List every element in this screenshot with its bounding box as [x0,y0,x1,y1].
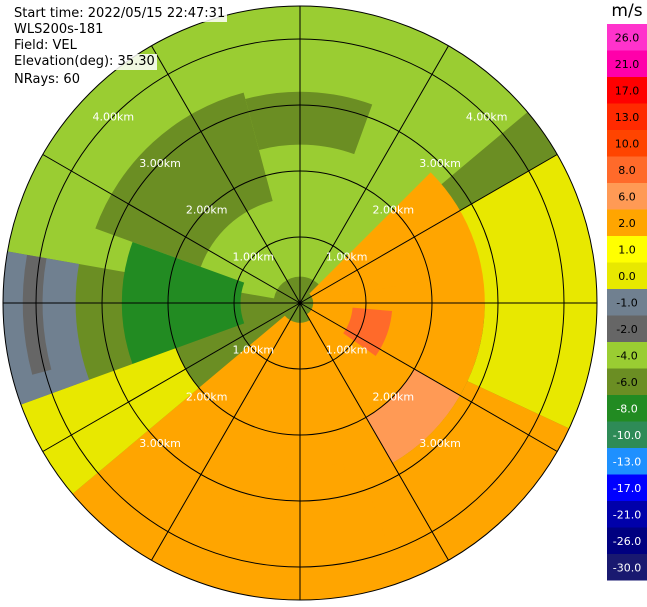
ring-label-3km: 3.00km [139,437,181,450]
colorbar-tick-label: 8.0 [618,164,636,177]
colorbar-swatch [607,421,647,448]
elevation-label: Elevation(deg): 35.30 [12,54,157,70]
colorbar-tick-label: -1.0 [616,296,637,309]
ring-label-1km: 1.00km [233,250,275,263]
ring-label-4km: 4.00km [93,110,135,123]
colorbar-swatch [607,130,647,157]
velocity-sector-11 [72,315,449,600]
velocity-sector-15 [2,251,90,405]
colorbar-tick-label: -17.0 [613,482,641,495]
colorbar-tick-label: -26.0 [613,535,641,548]
ring-label-1km: 1.00km [326,344,368,357]
colorbar-tick-label: -8.0 [616,402,637,415]
velocity-sectors [2,6,597,600]
colorbar-swatch [607,156,647,183]
colorbar-swatch [607,474,647,501]
colorbar-swatch [607,289,647,316]
spoke-150 [299,302,449,561]
colorbar-swatch [607,342,647,369]
colorbar-swatch [607,209,647,236]
ring-label-2km: 2.00km [373,204,415,217]
velocity-sector-10 [366,369,461,464]
velocity-sector-13 [363,381,570,583]
spoke-120 [299,302,558,452]
ring-label-1km: 1.00km [326,250,368,263]
ring-label-2km: 2.00km [186,390,228,403]
ring-label-2km: 2.00km [373,390,415,403]
colorbar-tick-label: 2.0 [618,217,636,230]
colorbar-tick-label: 26.0 [615,31,640,44]
colorbar-swatch [607,24,647,51]
colorbar-tick-label: 6.0 [618,190,636,203]
spoke-30 [299,45,449,304]
colorbar: m/s 26.0 21.0 17.0 13.0 10.0 8.0 6.0 2.0 1.0 0.0 -1… [607,1,647,581]
colorbar-tick-label: 17.0 [615,84,640,97]
colorbar-tick-label: 0.0 [618,270,636,283]
start-time-label: Start time: 2022/05/15 22:47:31 [12,6,228,22]
velocity-sector-16 [22,254,52,375]
colorbar-swatch [607,395,647,422]
spoke-240 [42,302,301,452]
nrays-label: NRays: 60 [12,72,82,88]
colorbar-swatch [607,103,647,130]
colorbar-tick-label: -30.0 [613,561,641,574]
velocity-sector-1 [300,6,528,287]
colorbar-swatch [607,368,647,395]
ring-label-1km: 1.00km [233,344,275,357]
colorbar-swatch [607,183,647,210]
colorbar-tick-label: 10.0 [615,137,640,150]
azimuth-spokes [3,6,597,600]
velocity-sector-6 [467,303,597,429]
colorbar-swatch [607,236,647,263]
velocity-sector-12 [210,452,355,515]
ring-label-3km: 3.00km [419,157,461,170]
ring-label-3km: 3.00km [419,437,461,450]
colorbar-tick-label: -10.0 [613,429,641,442]
range-ring-labels: 1.00km 1.00km 1.00km 1.00km 2.00km 2.00km 2.00… [93,110,508,450]
spoke-330 [151,45,301,304]
ring-label-3km: 3.00km [139,157,181,170]
colorbar-tick-label: -13.0 [613,455,641,468]
ring-label-4km: 4.00km [466,110,508,123]
colorbar-tick-label: -6.0 [616,376,637,389]
colorbar-tick-label: 13.0 [615,111,640,124]
colorbar-unit: m/s [611,1,642,21]
colorbar-swatch [607,50,647,77]
spoke-60 [299,154,558,304]
colorbar-tick-label: -2.0 [616,323,637,336]
velocity-sector-2 [95,92,273,267]
colorbar-swatch [607,262,647,289]
colorbar-swatch [607,77,647,104]
field-label: Field: VEL [12,38,79,54]
spoke-210 [151,302,301,561]
colorbar-swatch [607,448,647,475]
colorbar-tick-label: 21.0 [615,58,640,71]
colorbar-swatch [607,501,647,528]
velocity-sector-4 [245,91,373,155]
colorbar-tick-label: 1.0 [618,243,636,256]
ring-label-2km: 2.00km [186,204,228,217]
colorbar-swatch [607,315,647,342]
colorbar-tick-label: -4.0 [616,349,637,362]
velocity-sector-9 [343,307,393,356]
colorbar-swatch [607,554,647,581]
device-label: WLS200s-181 [12,22,106,38]
velocity-sector-14 [20,348,199,494]
spoke-300 [42,154,301,304]
colorbar-tick-label: -21.0 [613,508,641,521]
colorbar-swatch [607,527,647,554]
